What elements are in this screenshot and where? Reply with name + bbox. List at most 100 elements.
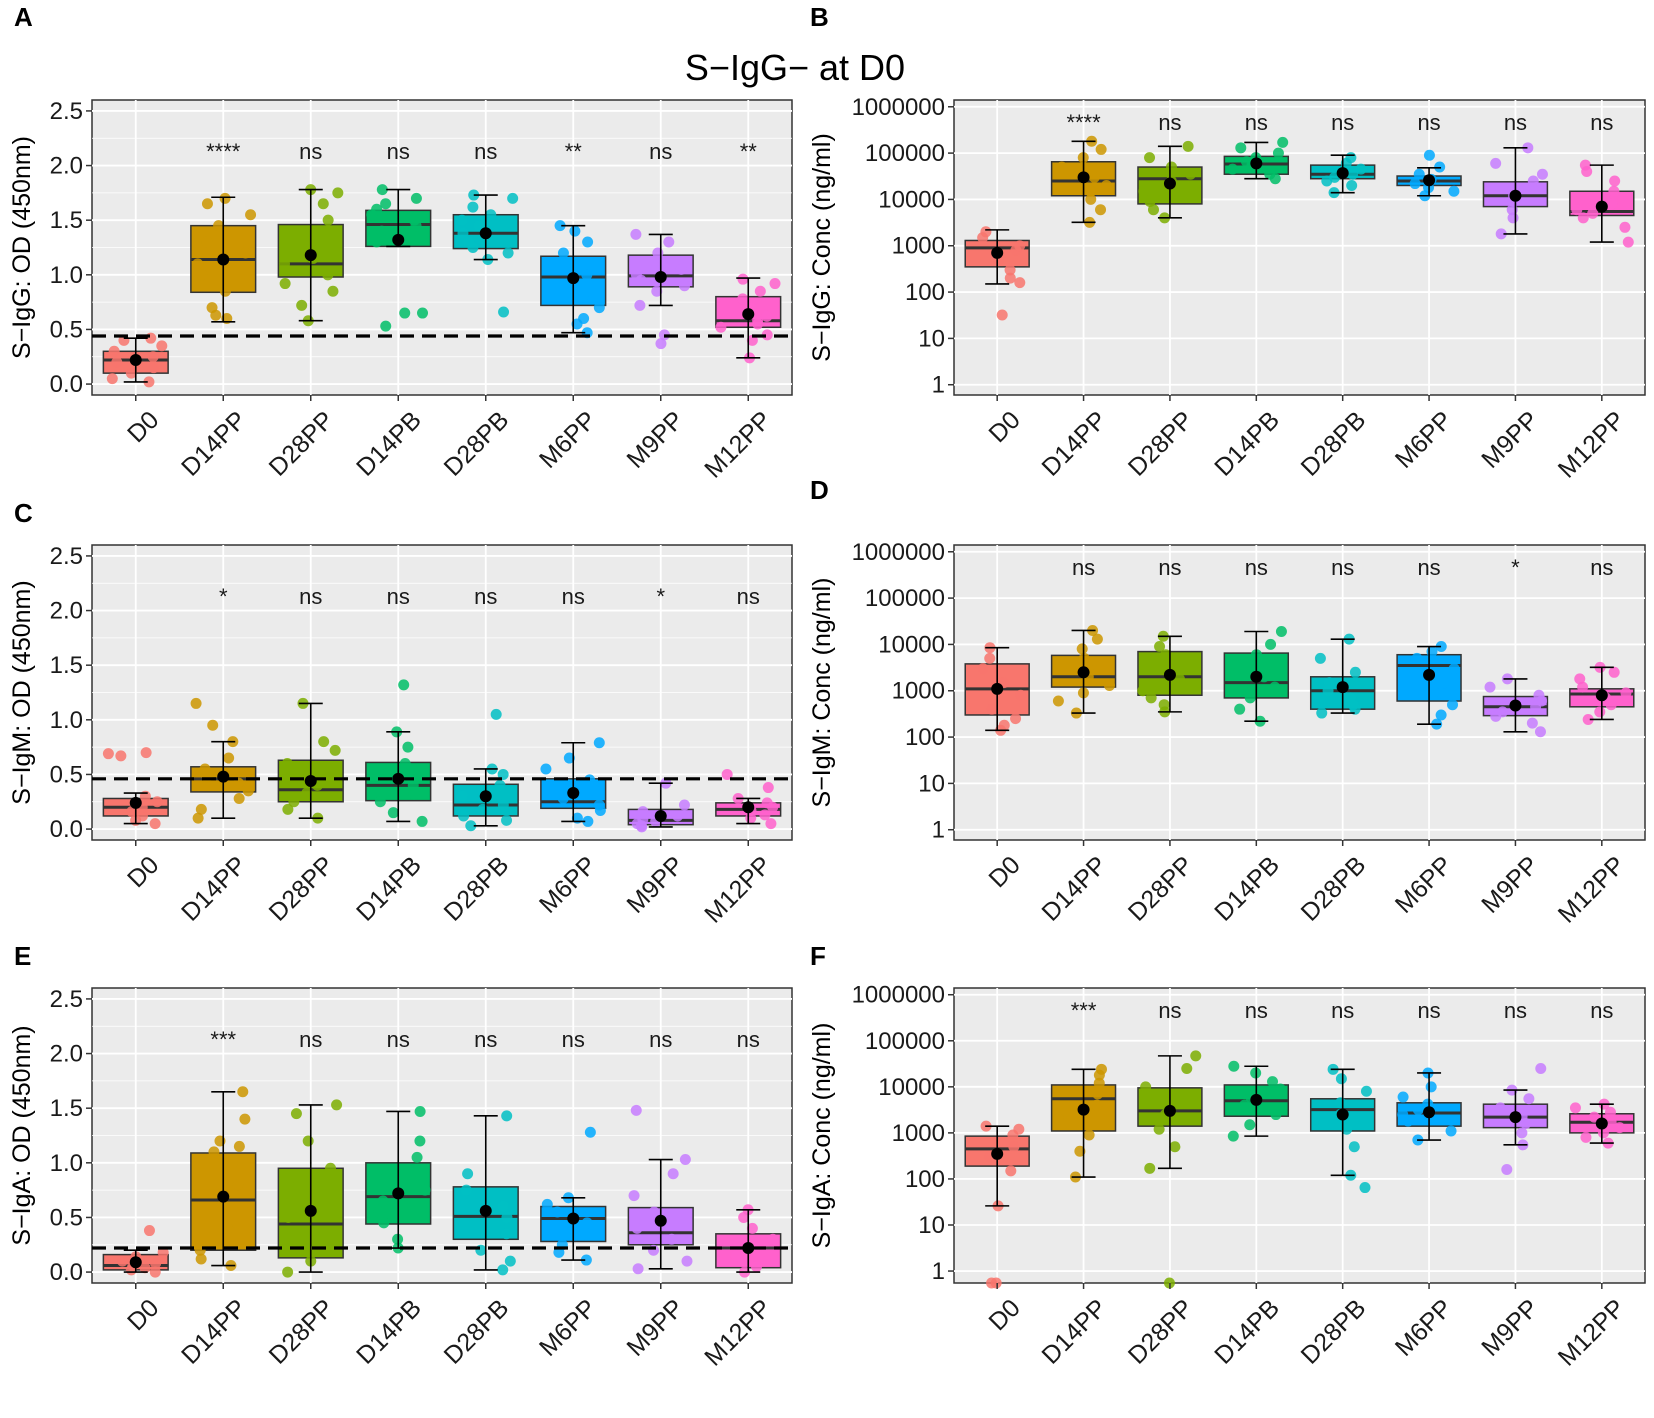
x-tick-label: M12PP: [1553, 406, 1631, 484]
mean-point: [304, 1204, 317, 1217]
data-point: [1495, 228, 1507, 240]
box-m12pp: [1569, 661, 1635, 725]
data-point: [1154, 641, 1166, 653]
data-point: [1181, 1063, 1193, 1075]
data-point: [1083, 1129, 1095, 1141]
data-point: [288, 768, 300, 780]
data-point: [408, 214, 420, 226]
data-point: [237, 1086, 249, 1098]
significance-label: ns: [1504, 110, 1527, 135]
y-tick-label: 1: [932, 817, 945, 844]
data-point: [761, 310, 773, 322]
x-tick-label: D14PP: [1036, 1294, 1112, 1370]
data-point: [593, 302, 605, 314]
box-d28pb: [1309, 1063, 1376, 1194]
data-point: [414, 1135, 426, 1147]
significance-label: *: [656, 584, 665, 609]
data-point: [1137, 685, 1149, 697]
data-point: [759, 809, 771, 821]
data-point: [765, 818, 777, 830]
significance-label: ns: [1590, 555, 1613, 580]
data-point: [497, 768, 509, 780]
data-point: [1228, 1060, 1240, 1072]
data-point: [213, 220, 225, 232]
data-point: [232, 1179, 244, 1191]
x-tick-label: M9PP: [621, 406, 689, 474]
data-point: [398, 679, 410, 691]
y-tick-label: 2.0: [50, 1041, 83, 1068]
data-point: [637, 813, 649, 825]
significance-label: *: [1511, 555, 1520, 580]
mean-point: [479, 227, 492, 240]
panel-letter: F: [810, 941, 826, 971]
data-point: [1008, 1141, 1020, 1153]
x-tick-label: D28PP: [1123, 1294, 1199, 1370]
panel-letter: A: [14, 2, 33, 32]
data-point: [111, 356, 123, 368]
data-point: [769, 278, 781, 290]
data-point: [1153, 1123, 1165, 1135]
x-tick-label: M6PP: [1390, 406, 1458, 474]
data-point: [416, 815, 428, 827]
data-point: [282, 1211, 294, 1223]
data-point: [1160, 649, 1172, 661]
mean-point: [1250, 1093, 1263, 1106]
data-point: [195, 803, 207, 815]
data-point: [331, 1099, 343, 1111]
significance-label: ns: [387, 584, 410, 609]
data-point: [1411, 652, 1423, 664]
panel-f: F 1 10 100 1000 10000 100000 1000000 S−IgA: Conc…: [808, 941, 1646, 1372]
data-point: [1535, 1063, 1547, 1075]
significance-label: ****: [1066, 110, 1101, 135]
data-point: [1322, 685, 1334, 697]
data-point: [1597, 1127, 1609, 1139]
data-point: [477, 803, 489, 815]
data-point: [399, 307, 411, 319]
data-point: [281, 758, 293, 770]
data-point: [1169, 1141, 1181, 1153]
panel-e: E 0.0 0.5 1.0 1.5 2.0 2.5 S−IgA: OD (450nm) *** n…: [8, 941, 793, 1372]
x-tick-label: D14PP: [1036, 406, 1112, 482]
data-point: [980, 226, 992, 238]
data-point: [233, 792, 245, 804]
data-point: [507, 192, 519, 204]
data-point: [761, 329, 773, 341]
significance-label: ns: [1072, 555, 1095, 580]
x-tick-label: M9PP: [1476, 1294, 1544, 1362]
data-point: [233, 1140, 245, 1152]
data-point: [551, 1206, 563, 1218]
data-point: [1447, 699, 1459, 711]
box-m9pp: [627, 1104, 694, 1275]
x-tick-label: D14PP: [176, 1294, 252, 1370]
data-point: [1605, 1116, 1617, 1128]
x-tick-label: M9PP: [621, 851, 689, 919]
x-tick-label: M6PP: [534, 1294, 602, 1362]
data-point: [1413, 168, 1425, 180]
mean-point: [742, 1242, 755, 1255]
data-point: [1239, 1099, 1251, 1111]
data-point: [1445, 1125, 1457, 1137]
data-point: [540, 763, 552, 775]
data-point: [1527, 175, 1539, 187]
significance-label: ns: [649, 1027, 672, 1052]
x-tick-label: D14PB: [1209, 1294, 1285, 1370]
data-point: [666, 1233, 678, 1245]
mean-point: [991, 682, 1004, 695]
x-tick-label: D14PB: [351, 851, 427, 927]
data-point: [1095, 204, 1107, 216]
data-point: [554, 220, 566, 232]
box-m12pp: [715, 1204, 782, 1278]
data-point: [102, 748, 114, 760]
data-point: [458, 810, 470, 822]
x-tick-label: M6PP: [1390, 1294, 1458, 1362]
significance-label: ns: [387, 139, 410, 164]
data-point: [1095, 1063, 1107, 1075]
significance-label: ns: [1331, 998, 1354, 1023]
data-point: [675, 263, 687, 275]
x-tick-label: M6PP: [1390, 851, 1458, 919]
mean-point: [304, 249, 317, 262]
data-point: [417, 307, 429, 319]
data-point: [199, 763, 211, 775]
data-point: [1536, 168, 1548, 180]
x-tick-label: D28PP: [1123, 851, 1199, 927]
